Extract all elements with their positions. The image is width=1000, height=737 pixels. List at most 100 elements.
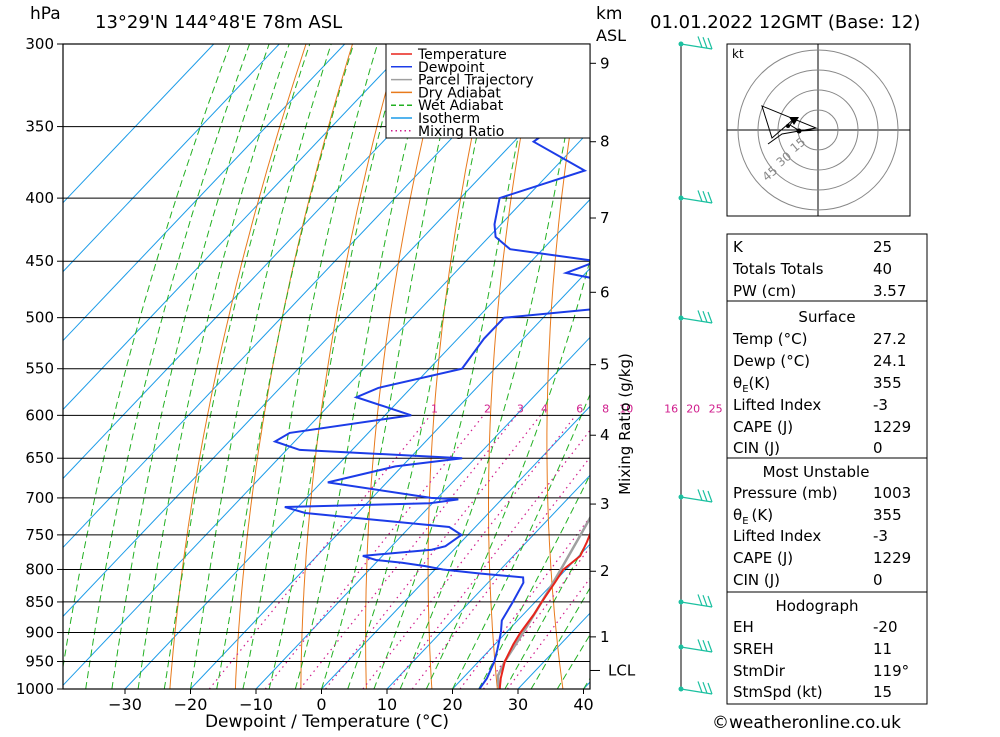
eh-value: -20 (873, 618, 898, 636)
wind-barb-feather (708, 641, 712, 652)
pressure-tick-label: 800 (25, 560, 54, 578)
lcl-label: LCL (608, 661, 636, 679)
wet-adiabat-line (374, 44, 537, 689)
wind-barb-feather (698, 190, 702, 201)
km-tick-label: 4 (600, 426, 610, 444)
wind-barb (679, 639, 713, 652)
wind-barb (679, 190, 713, 203)
wind-barb-feather (698, 594, 702, 605)
mu-cape-value: 1229 (873, 549, 911, 567)
wind-barb-feather (708, 38, 712, 49)
hpa-unit-label: hPa (30, 4, 61, 24)
isotherm-line (191, 44, 804, 689)
k-value: 25 (873, 238, 892, 256)
km-tick-label: 6 (600, 283, 610, 301)
mixing-ratio-label: 1 (431, 402, 438, 415)
wind-barb-feather (698, 489, 702, 500)
wind-barb-shaft (681, 647, 712, 652)
wind-barb (679, 594, 713, 607)
stmspd-label: StmSpd (kt) (733, 683, 823, 701)
k-label: K (733, 238, 744, 256)
indices-table: K 25 Totals Totals 40 PW (cm) 3.57 (727, 234, 927, 301)
mu-pressure-value: 1003 (873, 484, 911, 502)
temperature-tick-label: 30 (508, 695, 528, 714)
x-axis-title: Dewpoint / Temperature (°C) (205, 712, 449, 732)
wet-adiabat-line (295, 44, 431, 689)
wind-barb-shaft (681, 44, 712, 49)
km-unit-label: km (596, 4, 622, 24)
isotherm-line (0, 44, 410, 689)
hodograph-point (786, 124, 790, 128)
wet-adiabat-line (60, 44, 231, 689)
wind-barb-feather (708, 683, 712, 694)
wind-barb-feather (703, 311, 707, 322)
pressure-tick-label: 550 (25, 360, 54, 378)
pressure-tick-label: 850 (25, 593, 54, 611)
sreh-value: 11 (873, 640, 892, 658)
pressure-tick-label: 700 (25, 489, 54, 507)
pressure-tick-label: 400 (25, 189, 54, 207)
wind-barb-feather (703, 640, 707, 651)
surface-theta-value: 355 (873, 374, 902, 392)
pressure-tick-label: 900 (25, 624, 54, 642)
mu-li-value: -3 (873, 527, 888, 545)
hodograph-unit: kt (732, 47, 744, 61)
hodograph-table: Hodograph EH -20 SREH 11 StmDir 119° Stm… (727, 592, 927, 704)
dry-adiabat-line (489, 44, 539, 689)
stmdir-value: 119° (873, 662, 909, 680)
wet-adiabat-line (217, 44, 354, 689)
km-tick-label: 8 (600, 133, 610, 151)
wind-barb-feather (703, 682, 707, 693)
wind-barb-column (679, 36, 713, 694)
legend-label: Mixing Ratio (418, 124, 504, 140)
pressure-tick-label: 1000 (16, 680, 54, 698)
pressure-axis: 3003504004505005506006507007508008509009… (16, 35, 63, 698)
wet-adiabat-line (453, 44, 698, 689)
mixing-ratio-label: 6 (576, 402, 583, 415)
most-unstable-title: Most Unstable (763, 463, 870, 481)
pressure-tick-label: 650 (25, 449, 54, 467)
mu-cin-value: 0 (873, 571, 883, 589)
wind-barb-feather (698, 36, 702, 47)
wet-adiabat-line (400, 44, 583, 689)
pressure-tick-label: 350 (25, 118, 54, 136)
mu-li-label: Lifted Index (733, 527, 821, 545)
most-unstable-table: Most Unstable Pressure (mb) 1003 θE(K) 3… (727, 458, 927, 592)
surface-dewp-value: 24.1 (873, 352, 906, 370)
wet-adiabat-line (112, 44, 269, 689)
eh-label: EH (733, 618, 754, 636)
pressure-tick-label: 300 (25, 35, 54, 53)
wet-adiabat-line (243, 44, 378, 689)
dry-adiabat-line (547, 44, 585, 689)
wind-barb-feather (703, 191, 707, 202)
wind-barb-feather (708, 192, 712, 203)
mixing-ratio-label: 25 (709, 402, 723, 415)
mixing-ratio-label: 8 (602, 402, 609, 415)
surface-dewp-label: Dewp (°C) (733, 352, 810, 370)
pressure-tick-label: 750 (25, 526, 54, 544)
mu-theta-value: 355 (873, 506, 902, 524)
surface-temp-value: 27.2 (873, 330, 906, 348)
temperature-tick-label: −20 (174, 695, 208, 714)
surface-li-value: -3 (873, 396, 888, 414)
km-tick-label: 5 (600, 356, 610, 374)
wind-barb-shaft (681, 497, 712, 502)
surface-cin-label: CIN (J) (733, 439, 780, 457)
wind-barb (679, 310, 713, 323)
totals-totals-value: 40 (873, 260, 892, 278)
wind-barb-shaft (681, 318, 712, 323)
surface-li-label: Lifted Index (733, 396, 821, 414)
surface-cape-value: 1229 (873, 418, 911, 436)
wet-adiabat-line (191, 44, 332, 689)
sreh-label: SREH (733, 640, 774, 658)
pressure-tick-label: 500 (25, 309, 54, 327)
stmspd-value: 15 (873, 683, 892, 701)
mu-cin-label: CIN (J) (733, 571, 780, 589)
wind-barb-feather (703, 490, 707, 501)
km-tick-label: 2 (600, 562, 610, 580)
wet-adiabat-line (86, 44, 250, 689)
mu-theta-label: θE(K) (733, 506, 773, 527)
